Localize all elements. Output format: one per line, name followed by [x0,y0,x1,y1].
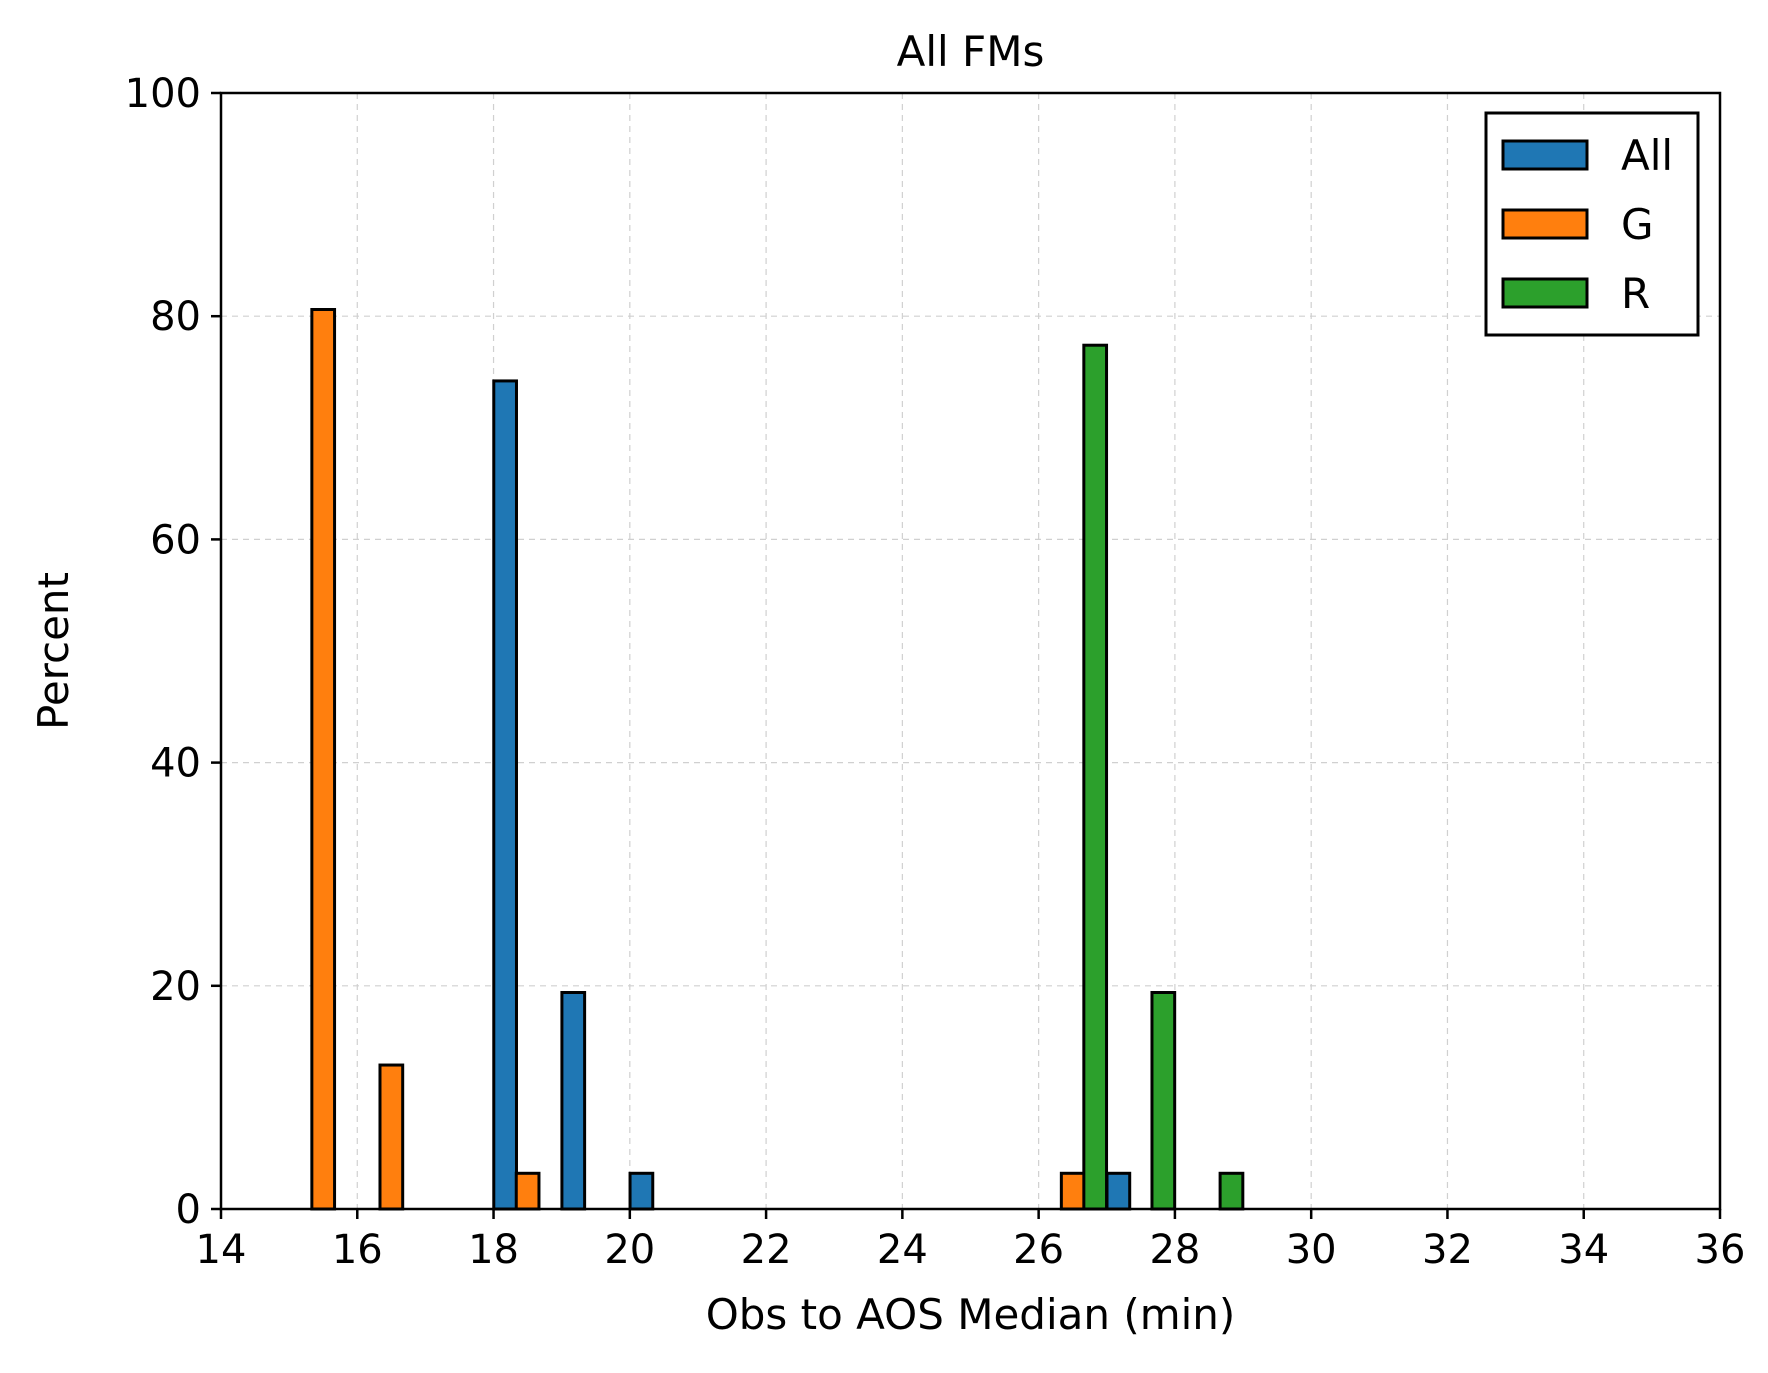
chart-title: All FMs [897,27,1045,76]
y-axis-label: Percent [29,572,78,730]
y-tick-label: 40 [150,741,201,787]
x-tick-label: 20 [604,1227,655,1273]
bar-all [628,1171,655,1211]
bars [310,308,1245,1211]
bar-r [1218,1171,1245,1211]
x-tick-label: 28 [1149,1227,1200,1273]
x-tick-label: 24 [877,1227,928,1273]
y-tick-label: 20 [150,964,201,1010]
x-tick-label: 26 [1013,1227,1064,1273]
legend-swatch-r [1501,277,1589,309]
x-tick-label: 16 [332,1227,383,1273]
bar-g [1059,1171,1086,1211]
legend-swatch-all [1501,139,1589,171]
bar-all [560,990,587,1211]
legend-label-all: All [1621,131,1673,180]
x-axis-label: Obs to AOS Median (min) [706,1290,1236,1339]
bar-all [1105,1171,1132,1211]
y-tick-label: 0 [176,1187,201,1233]
bar-r [1082,343,1109,1211]
x-tick-label: 30 [1286,1227,1337,1273]
bar-g [310,308,337,1211]
legend-label-r: R [1621,269,1650,318]
ticks: 14 16 18 20 22 24 26 28 30 32 34 36 0 20 40 60 80 100 [125,71,1746,1273]
y-tick-label: 100 [125,71,201,117]
bar-g [514,1171,541,1211]
x-tick-label: 18 [468,1227,519,1273]
bar-all [492,379,518,1211]
legend-label-g: G [1621,200,1654,249]
x-tick-label: 14 [196,1227,247,1273]
legend: All GR [1484,111,1700,337]
x-tick-label: 34 [1558,1227,1609,1273]
legend-swatch-g [1501,208,1589,240]
bar-r [1150,990,1177,1211]
x-tick-label: 36 [1695,1227,1746,1273]
bar-g [378,1063,405,1211]
y-tick-label: 60 [150,517,201,563]
plot-frame [219,91,1722,1211]
x-tick-label: 22 [741,1227,792,1273]
y-tick-label: 80 [150,294,201,340]
x-tick-label: 32 [1422,1227,1473,1273]
